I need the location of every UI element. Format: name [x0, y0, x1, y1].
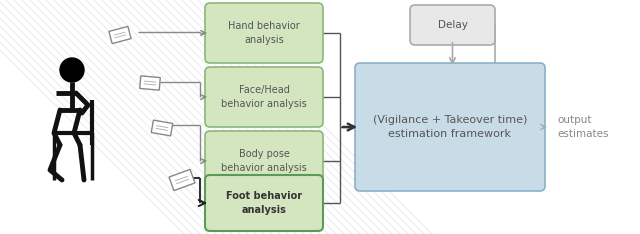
FancyBboxPatch shape: [410, 5, 495, 45]
FancyBboxPatch shape: [205, 3, 323, 63]
Text: Face/Head
behavior analysis: Face/Head behavior analysis: [221, 85, 307, 109]
Text: Foot behavior
analysis: Foot behavior analysis: [226, 191, 302, 215]
FancyBboxPatch shape: [205, 67, 323, 127]
Text: (Vigilance + Takeover time)
estimation framework: (Vigilance + Takeover time) estimation f…: [373, 115, 527, 139]
Text: output
estimates: output estimates: [557, 115, 609, 139]
Circle shape: [60, 58, 84, 82]
FancyBboxPatch shape: [169, 169, 195, 191]
FancyBboxPatch shape: [140, 76, 160, 90]
Text: Body pose
behavior analysis: Body pose behavior analysis: [221, 149, 307, 173]
FancyBboxPatch shape: [109, 26, 131, 44]
FancyBboxPatch shape: [355, 63, 545, 191]
FancyBboxPatch shape: [205, 131, 323, 191]
FancyBboxPatch shape: [205, 175, 323, 231]
FancyBboxPatch shape: [151, 120, 173, 136]
Text: Delay: Delay: [438, 20, 467, 30]
Text: Hand behavior
analysis: Hand behavior analysis: [228, 21, 300, 45]
